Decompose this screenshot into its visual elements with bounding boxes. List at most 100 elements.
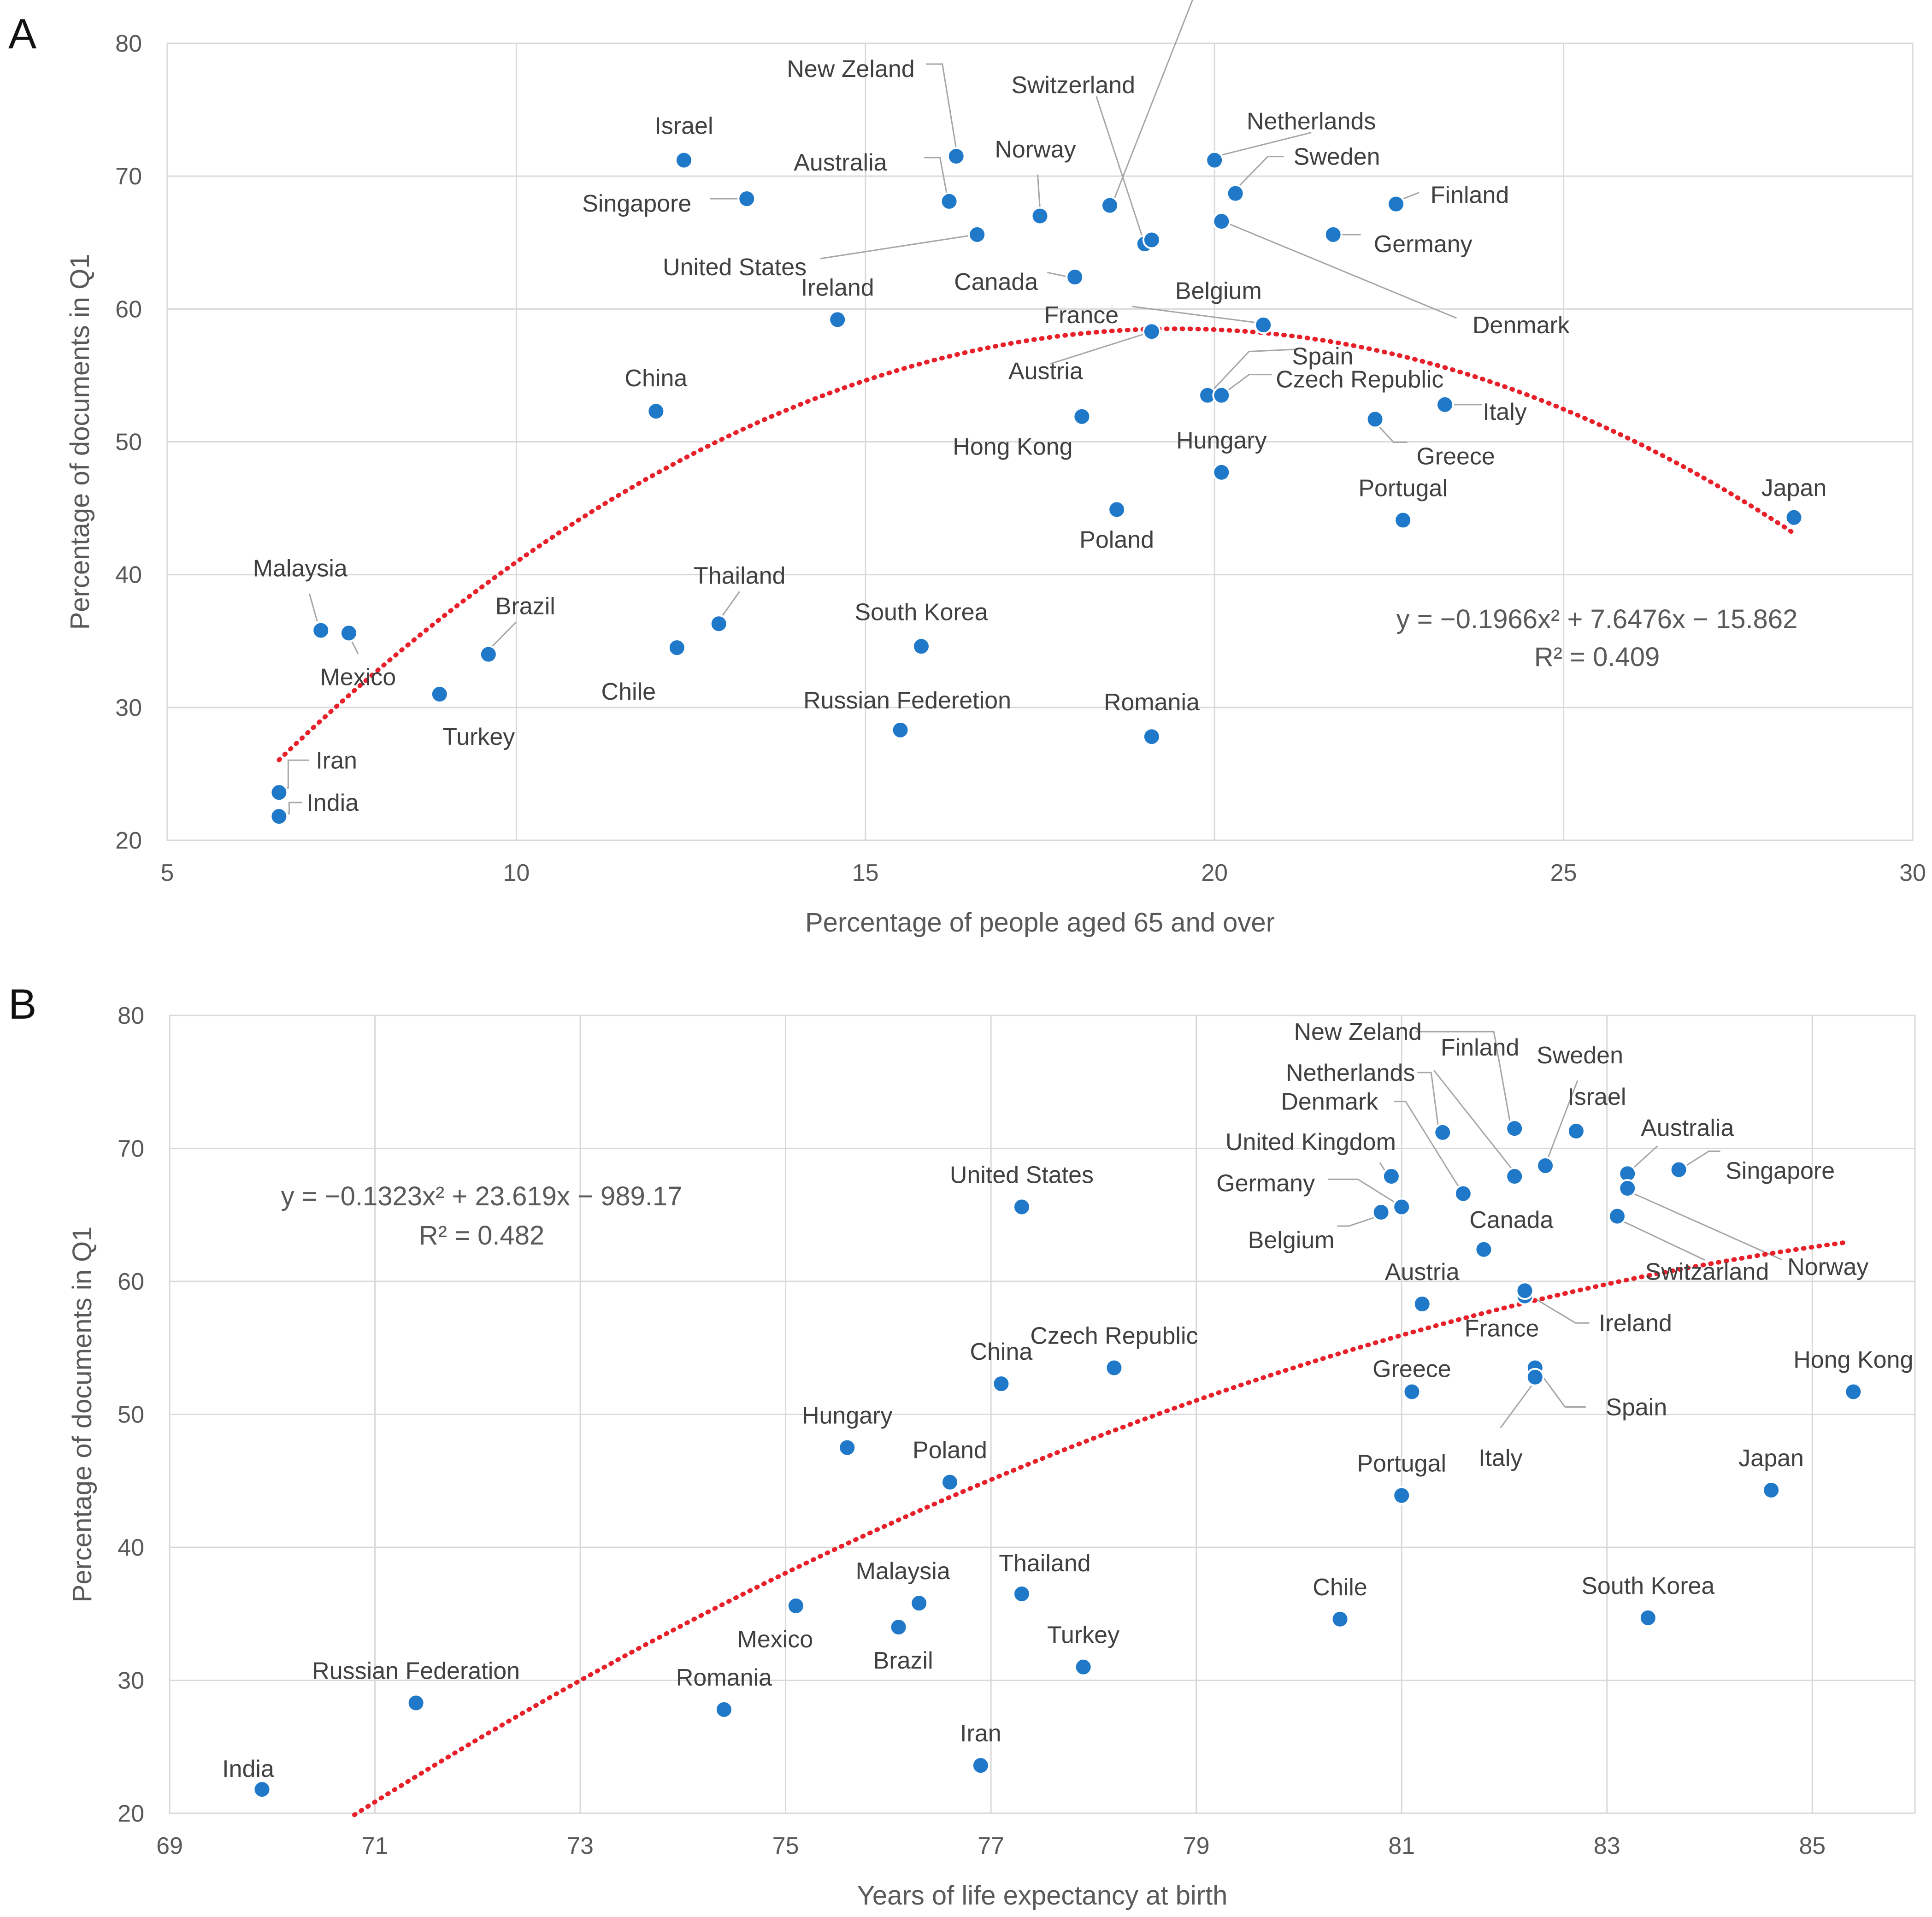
label-leader-line <box>1621 1220 1705 1261</box>
data-point-label: Ireland <box>1599 1310 1672 1337</box>
label-leader-line <box>1047 271 1070 278</box>
data-point <box>1454 1184 1473 1203</box>
data-point-label: Japan <box>1738 1445 1804 1472</box>
data-point <box>1372 1203 1390 1221</box>
label-leader-line <box>1113 0 1194 199</box>
trendline-equation: y = −0.1966x² + 7.6476x − 15.862 <box>1396 604 1798 634</box>
data-point-label: France <box>1465 1315 1539 1342</box>
y-tick-label: 70 <box>118 1136 144 1162</box>
data-point-label: Denmark <box>1473 312 1570 339</box>
plot-frame <box>169 1015 1916 1814</box>
y-tick-label: 40 <box>118 1534 144 1561</box>
data-point-label: Finland <box>1441 1034 1520 1061</box>
data-point <box>940 192 959 211</box>
data-point-label: Canada <box>1469 1207 1553 1233</box>
data-point-label: France <box>1044 302 1119 329</box>
data-point-label: Australia <box>1641 1115 1734 1141</box>
data-point <box>270 807 289 826</box>
data-point-label: Iran <box>960 1720 1001 1747</box>
data-point <box>1142 322 1161 341</box>
data-point-label: Russian Federetion <box>803 687 1011 714</box>
x-tick-label: 20 <box>1201 860 1228 886</box>
x-axis-title: Years of life expectancy at birth <box>857 1881 1228 1911</box>
data-point-label: Austria <box>1385 1259 1460 1286</box>
label-leader-line <box>1228 223 1457 319</box>
data-point-label: Austria <box>1008 358 1083 384</box>
x-axis-title: Percentage of people aged 65 and over <box>805 908 1275 938</box>
data-point-label: Brazil <box>495 593 555 620</box>
data-point-label: Hong Kong <box>953 434 1072 460</box>
data-point <box>253 1780 271 1799</box>
data-point <box>971 1756 990 1775</box>
data-point <box>1505 1167 1524 1186</box>
label-leader-line <box>820 235 971 260</box>
data-point <box>891 720 910 739</box>
data-point <box>1526 1368 1544 1386</box>
trendline-equation: y = −0.1323x² + 23.619x − 989.17 <box>281 1181 683 1211</box>
data-point-label: Japan <box>1761 475 1827 501</box>
data-point <box>838 1438 857 1457</box>
data-point-label: Italy <box>1478 1445 1522 1472</box>
label-leader-line <box>1529 1294 1590 1324</box>
panel-letter: B <box>8 981 36 1028</box>
label-leader-line <box>1433 1070 1513 1170</box>
data-point-label: South Korea <box>1581 1573 1714 1599</box>
label-leader-line <box>1096 96 1143 237</box>
data-point <box>1436 395 1455 414</box>
data-point <box>1254 315 1273 334</box>
data-point-label: Chile <box>1313 1574 1367 1601</box>
data-point <box>1505 1119 1524 1138</box>
y-tick-label: 30 <box>118 1668 144 1694</box>
y-tick-label: 80 <box>115 30 142 57</box>
label-leader-line <box>1632 1145 1658 1170</box>
y-tick-label: 60 <box>115 296 142 323</box>
label-leader-line <box>1500 1383 1533 1428</box>
polynomial-trendline <box>352 1240 1846 1817</box>
x-tick-label: 10 <box>503 860 530 886</box>
data-point <box>889 1618 908 1637</box>
data-point-label: United States <box>950 1162 1094 1188</box>
data-point-label: Singapore <box>582 190 691 217</box>
x-tick-label: 71 <box>362 1833 389 1859</box>
y-tick-label: 50 <box>115 429 142 456</box>
data-point <box>1515 1281 1534 1300</box>
label-leader-line <box>1401 192 1420 201</box>
data-point-label: Greece <box>1372 1356 1451 1382</box>
data-point <box>312 621 330 640</box>
data-point-label: Israel <box>654 113 713 140</box>
data-point-label: Czech Republic <box>1030 1323 1198 1350</box>
data-point <box>1324 225 1343 244</box>
data-point-label: Turkey <box>1047 1622 1119 1649</box>
data-point-label: Sweden <box>1294 144 1380 171</box>
label-leader-line <box>279 759 309 789</box>
label-leader-line <box>1547 1080 1579 1159</box>
data-point <box>1567 1121 1585 1140</box>
data-point-label: Greece <box>1416 443 1495 470</box>
data-point <box>1413 1295 1431 1314</box>
data-point-label: Germany <box>1216 1170 1315 1197</box>
label-leader-line <box>926 63 957 149</box>
data-point-label: Norway <box>995 136 1076 163</box>
data-point-label: Portugal <box>1357 1450 1446 1477</box>
data-point <box>1012 1197 1031 1216</box>
data-point <box>430 685 449 704</box>
label-leader-line <box>1219 132 1312 157</box>
data-point <box>1785 508 1803 527</box>
data-point <box>947 147 966 165</box>
data-point <box>1394 511 1413 530</box>
data-point-label: Germany <box>1374 231 1473 258</box>
data-point-label: Czech Republic <box>1276 366 1443 393</box>
label-leader-line <box>1132 306 1257 324</box>
data-point-label: Hungary <box>802 1403 893 1429</box>
data-point <box>674 151 693 170</box>
data-point <box>667 638 686 657</box>
data-point <box>1669 1160 1688 1179</box>
data-point-label: Netherlands <box>1286 1060 1415 1086</box>
data-point-label: Turkey <box>442 724 515 750</box>
data-point-label: United States <box>663 254 807 281</box>
data-point-label: New Zeland <box>1294 1019 1421 1045</box>
data-point <box>1844 1382 1863 1401</box>
data-point <box>1031 206 1049 225</box>
data-point <box>1100 196 1119 215</box>
label-leader-line <box>1337 1216 1377 1227</box>
